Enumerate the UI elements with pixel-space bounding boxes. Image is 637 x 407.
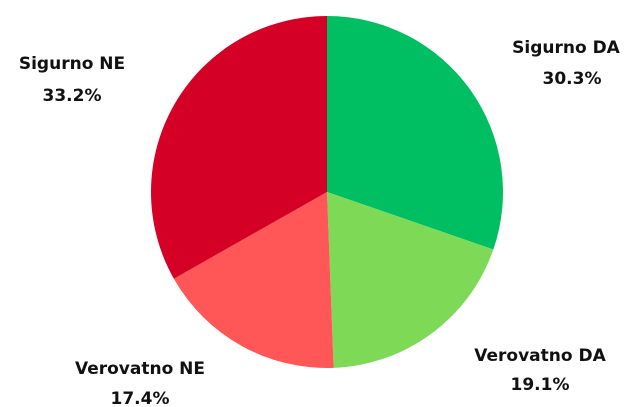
- slice-label: Verovatno DA: [474, 346, 606, 366]
- slice-value-label: 30.3%: [543, 69, 602, 89]
- pie-slice: [327, 16, 503, 250]
- pie-slice: [173, 192, 334, 368]
- slice-label: Sigurno NE: [19, 54, 125, 74]
- slice-value-label: 33.2%: [43, 86, 102, 106]
- pie-slice: [327, 192, 494, 368]
- pie-slice: [150, 16, 327, 279]
- slice-label: Verovatno NE: [75, 359, 205, 379]
- slice-value-label: 19.1%: [511, 375, 570, 395]
- slice-value-label: 17.4%: [111, 389, 170, 407]
- slice-label: Sigurno DA: [512, 38, 621, 58]
